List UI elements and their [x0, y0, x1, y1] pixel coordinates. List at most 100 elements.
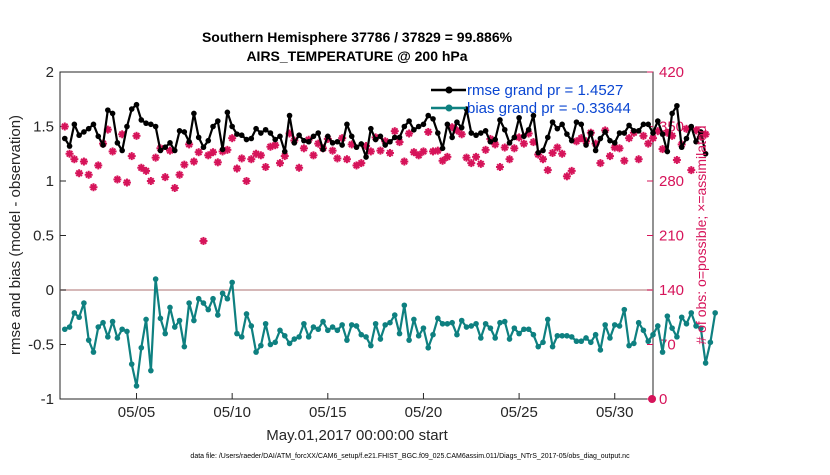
rmse-point: [61, 135, 68, 142]
obs-assimilated-marker: [701, 130, 710, 139]
rmse-point: [229, 123, 235, 130]
obs-assimilated-marker: [682, 124, 691, 133]
y-axis-left-label: rmse and bias (model - observation): [7, 115, 24, 355]
obs-assimilated-marker: [70, 155, 79, 164]
rmse-point: [382, 142, 388, 148]
bias-point: [329, 324, 336, 330]
bias-point: [487, 325, 494, 331]
rmse-point: [506, 140, 513, 146]
bias-point: [554, 332, 561, 339]
bias-point: [506, 336, 513, 342]
x-axis-label: May.01,2017 00:00:00 start: [266, 427, 448, 444]
chart-title: Southern Hemisphere 37786 / 37829 = 99.8…: [202, 29, 513, 45]
obs-possible-marker: [648, 395, 657, 403]
rmse-point: [501, 126, 508, 133]
rmse-point: [564, 131, 570, 137]
rmse-point: [267, 130, 274, 136]
bias-point: [186, 300, 192, 306]
rmse-point: [191, 110, 197, 117]
rmse-point: [554, 125, 561, 132]
obs-assimilated-marker: [175, 170, 184, 179]
obs-assimilated-marker: [122, 178, 131, 187]
legend-bias-label: bias grand pr = -0.33644: [467, 100, 631, 117]
obs-assimilated-marker: [572, 137, 581, 146]
bias-point: [382, 322, 388, 328]
legend: rmse grand pr = 1.4527 bias grand pr = -…: [431, 82, 631, 117]
obs-assimilated-marker: [548, 148, 557, 157]
bias-point: [272, 339, 279, 346]
bias-point: [607, 335, 613, 341]
rmse-point: [301, 137, 307, 144]
rmse-point: [635, 128, 642, 134]
obs-assimilated-marker: [295, 163, 304, 172]
obs-assimilated-marker: [433, 146, 442, 155]
rmse-point: [310, 133, 317, 140]
bias-point: [430, 331, 436, 338]
bias-point: [301, 320, 307, 327]
rmse-point: [674, 102, 680, 109]
bias-point: [688, 310, 695, 316]
bias-point: [650, 331, 656, 338]
bias-point: [291, 336, 298, 342]
rmse-point: [90, 121, 97, 128]
bias-point: [310, 324, 317, 330]
bias-point: [277, 327, 283, 334]
obs-assimilated-marker: [228, 134, 237, 143]
rmse-point: [482, 128, 489, 134]
obs-assimilated-marker: [366, 147, 375, 156]
bias-point: [482, 320, 489, 327]
rmse-point: [128, 106, 135, 112]
bias-point: [616, 323, 623, 329]
bias-point: [444, 320, 451, 327]
bias-point: [702, 360, 709, 366]
bias-point: [171, 324, 178, 330]
rmse-point: [621, 130, 628, 136]
bias-point: [669, 325, 675, 331]
rmse-point: [157, 147, 164, 154]
bias-point: [128, 361, 135, 367]
obs-assimilated-marker: [170, 184, 179, 193]
chart-subtitle: AIRS_TEMPERATURE @ 200 hPa: [246, 48, 467, 64]
bias-point: [439, 320, 446, 327]
bias-point: [90, 349, 97, 355]
y-axis-right-label: # of obs: o=possible; ×=assimilated: [693, 125, 709, 344]
rmse-point: [654, 118, 661, 124]
bias-point: [109, 318, 116, 325]
rmse-point: [525, 126, 532, 133]
obs-assimilated-marker: [687, 166, 696, 175]
obs-assimilated-marker: [189, 157, 198, 166]
rmse-point: [210, 123, 216, 130]
obs-assimilated-marker: [543, 166, 552, 175]
bias-point: [411, 316, 417, 323]
bias-point: [597, 347, 604, 353]
rmse-point: [368, 125, 374, 132]
obs-assimilated-marker: [481, 145, 490, 154]
rmse-point: [186, 138, 192, 145]
bias-series: [61, 276, 718, 389]
bias-point: [248, 323, 255, 329]
x-tick-label: 05/15: [309, 404, 347, 421]
bias-point: [640, 327, 647, 334]
rmse-point: [205, 137, 212, 144]
rmse-point: [143, 120, 149, 127]
bias-point: [678, 314, 685, 321]
rmse-point: [348, 133, 355, 140]
bias-point: [138, 344, 145, 351]
bias-point: [592, 331, 599, 338]
obs-assimilated-marker: [467, 159, 476, 168]
y-right-tick-label: 210: [659, 228, 684, 245]
obs-assimilated-marker: [275, 159, 284, 168]
obs-assimilated-marker: [127, 152, 136, 161]
bias-point: [66, 324, 73, 330]
obs-assimilated-marker: [500, 143, 509, 152]
bias-point: [176, 317, 183, 324]
obs-assimilated-marker: [309, 151, 318, 160]
rmse-point: [497, 117, 503, 123]
rmse-point: [66, 143, 73, 149]
rmse-point: [511, 134, 518, 141]
bias-point: [415, 332, 422, 339]
obs-assimilated-marker: [405, 129, 414, 138]
rmse-point: [138, 117, 145, 123]
bias-point: [348, 322, 355, 328]
rmse-point: [377, 133, 384, 140]
